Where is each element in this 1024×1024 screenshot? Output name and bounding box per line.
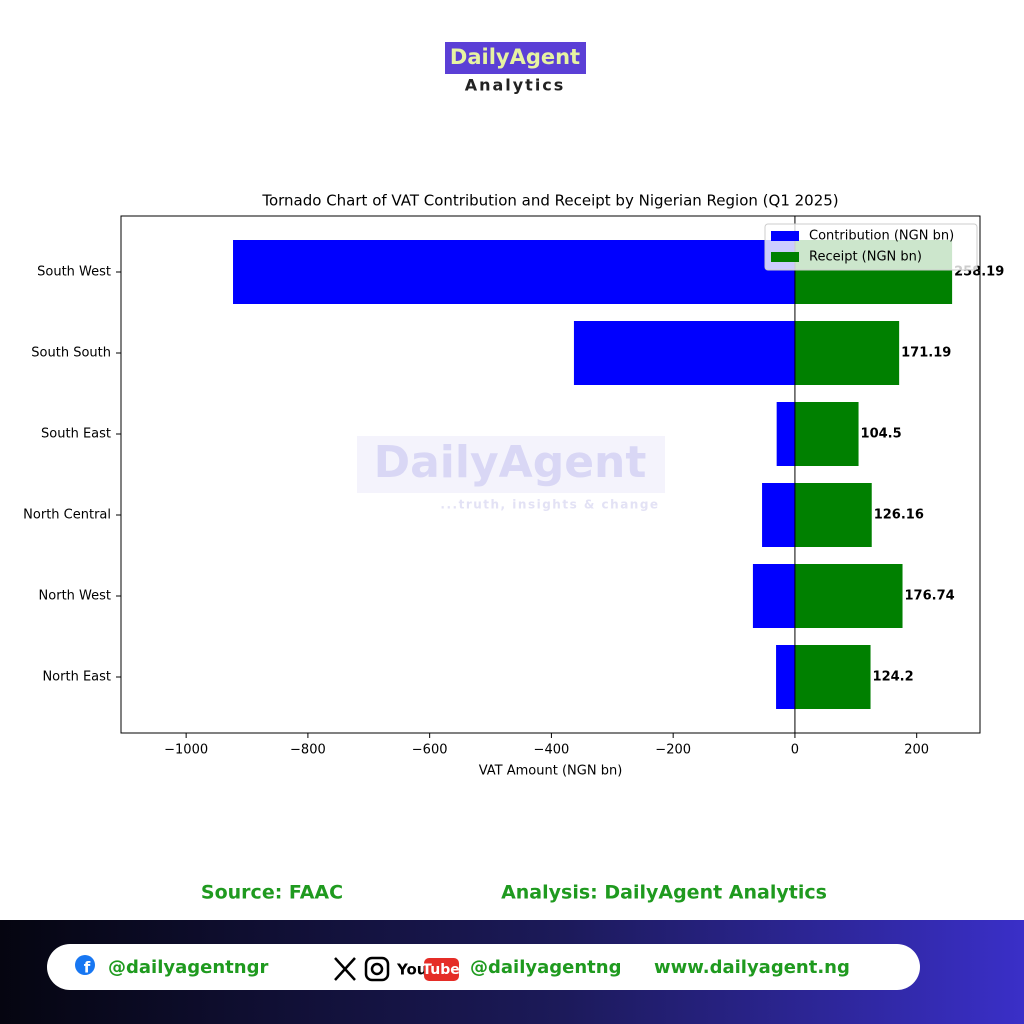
x-tick-label: 200 [904,743,929,758]
x-tick-label: −200 [655,743,691,758]
bar [794,402,859,466]
bar [794,564,903,628]
watermark-tagline: ...truth, insights & change [440,498,659,512]
x-tick-label: 0 [791,743,799,758]
bar [233,240,795,304]
y-tick-label: South West [37,265,111,280]
legend-box [764,223,978,271]
facebook-icon[interactable] [75,955,95,975]
data-label: 176.74 [905,589,955,604]
x-tick-label: −400 [534,743,570,758]
x-tick-label: −1000 [164,743,208,758]
bar [776,645,795,709]
facebook-handle[interactable]: @dailyagentngr [108,957,268,978]
youtube-you[interactable]: You [396,961,427,979]
logo-box [445,42,586,74]
legend-swatch [771,231,799,241]
legend-label: Contribution (NGN bn) [809,229,954,244]
watermark: DailyAgent [374,437,647,488]
y-tick-label: North Central [23,508,111,523]
chart-title: Tornado Chart of VAT Contribution and Re… [261,192,838,210]
data-label: 171.19 [901,346,951,361]
bar [794,483,872,547]
logo-top: DailyAgent [450,45,580,69]
bar [776,402,795,466]
instagram-icon[interactable] [364,956,390,982]
x-tick-label: −600 [412,743,448,758]
y-tick-label: South South [31,346,111,361]
legend-label: Receipt (NGN bn) [809,250,922,265]
bar [794,645,871,709]
source: Source: FAAC [201,882,343,904]
youtube-box [424,958,459,981]
analysis: Analysis: DailyAgent Analytics [501,882,827,904]
y-tick-label: North West [39,589,111,604]
data-label: 124.2 [873,670,914,685]
data-label: 126.16 [874,508,924,523]
watermark-box [357,436,665,493]
instagram-lens [370,962,384,976]
footer-pill [47,944,920,990]
bar [794,321,900,385]
bar [752,564,795,628]
bar [762,483,795,547]
x-axis-label: VAT Amount (NGN bn) [479,764,623,779]
x-icon[interactable] [334,957,356,981]
chart: Tornado Chart of VAT Contribution and Re… [23,192,1004,779]
x-tick-label: −800 [290,743,326,758]
website[interactable]: www.dailyagent.ng [654,957,850,978]
legend-swatch [771,252,799,262]
facebook-f: f [84,959,91,977]
youtube-tube: Tube [422,962,460,978]
y-tick-label: North East [42,670,111,685]
logo-bottom: Analytics [465,76,566,95]
plot-frame [120,215,981,734]
handle[interactable]: @dailyagentng [470,957,621,978]
data-label: 104.5 [861,427,902,442]
y-tick-label: South East [41,427,111,442]
bar [573,321,795,385]
